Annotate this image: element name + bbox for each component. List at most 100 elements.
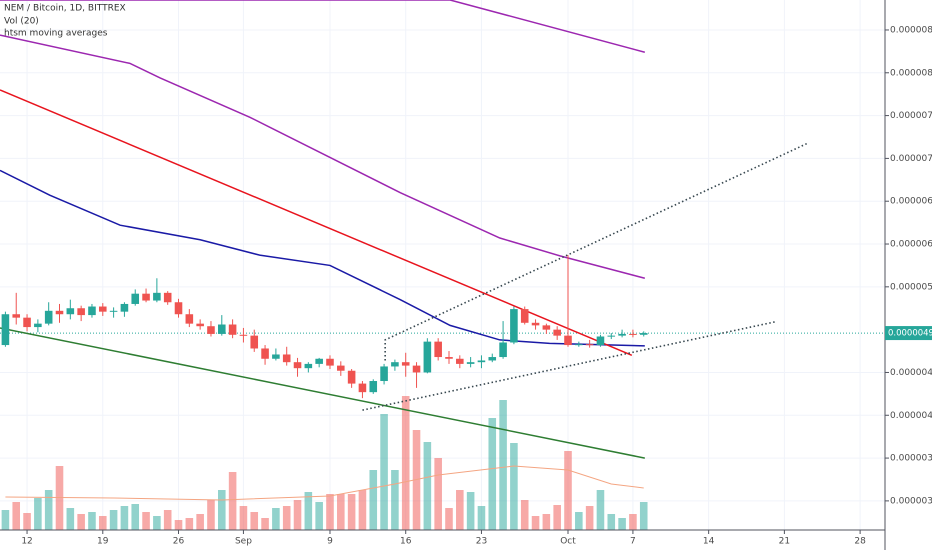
volume-bar (315, 502, 323, 530)
candle-body (174, 302, 183, 315)
y-tick-label: 0.00000350 (890, 454, 932, 464)
volume-bar (401, 396, 410, 530)
x-tick-label: 19 (97, 537, 109, 547)
volume-bar (358, 490, 367, 530)
volume-bar (98, 516, 107, 530)
candle-body (380, 366, 388, 382)
candle-body (337, 365, 345, 371)
volume-bar (261, 518, 269, 530)
y-tick-label: 0.00000700 (890, 154, 932, 164)
volume-bar (282, 506, 291, 530)
candle-body (44, 310, 53, 324)
candle-body (499, 342, 507, 358)
y-tick-label: 0.00000450 (890, 368, 932, 378)
candle-body (261, 348, 269, 359)
candle-body (77, 308, 85, 316)
candle-body (542, 325, 551, 330)
y-tick-label: 0.00000300 (890, 496, 932, 506)
candle-body (196, 323, 204, 327)
volume-bar (607, 514, 616, 530)
volume-bar (434, 458, 442, 530)
volume-bar (109, 510, 118, 530)
volume-bar (369, 470, 378, 530)
volume-bar (153, 516, 161, 530)
y-tick-label: 0.00000600 (890, 240, 932, 250)
volume-bar (618, 518, 626, 530)
volume-bar (88, 512, 96, 530)
volume-bar (196, 514, 204, 530)
candle-body (520, 309, 529, 323)
candle-body (401, 362, 410, 366)
candle-body (34, 323, 42, 328)
volume-bar (488, 418, 497, 530)
candle-body (12, 314, 21, 318)
candle-body (1, 314, 10, 346)
x-tick-label: Sep (235, 537, 252, 547)
indicator-line (0, 0, 646, 53)
volume-bar (142, 512, 150, 530)
volume-bar (510, 443, 518, 530)
candle-body (163, 292, 172, 303)
last-price-tag (885, 326, 932, 341)
volume-bar (66, 508, 75, 530)
x-tick-label: 9 (327, 537, 333, 547)
candle-body (434, 341, 442, 358)
candle-body (629, 333, 637, 335)
candle-body (55, 310, 64, 315)
candle-body (239, 334, 248, 336)
candle-body (456, 358, 464, 364)
y-tick-label: 0.00000850 (890, 25, 932, 35)
candle-body (585, 344, 594, 346)
candle-body (607, 335, 616, 337)
volume-bar (228, 472, 237, 530)
candle-body (185, 314, 194, 324)
candle-body (228, 324, 237, 335)
candle-body (466, 362, 475, 364)
volume-bar (499, 400, 507, 530)
volume-bar (1, 510, 10, 530)
indicator-line (0, 327, 645, 459)
candle-body (304, 363, 313, 369)
candle-body (153, 292, 161, 301)
y-tick-label: 0.00000750 (890, 111, 932, 121)
candles (1, 255, 648, 399)
candle-body (488, 357, 497, 361)
y-tick-label: 0.00000800 (890, 68, 932, 78)
volume-bar (163, 510, 172, 530)
volume-bar (120, 506, 129, 530)
candle-body (618, 333, 626, 336)
candle-body (88, 306, 96, 316)
candle-body (120, 303, 129, 312)
volume-bar (347, 494, 356, 530)
x-tick-label: 14 (703, 537, 715, 547)
candle-body (531, 322, 540, 326)
candle-body (207, 326, 215, 334)
volume-bar (12, 502, 21, 530)
candle-body (23, 317, 31, 328)
indicator-line (384, 142, 809, 361)
candle-body (412, 365, 421, 373)
candle-body (218, 324, 226, 334)
x-tick-label: Oct (560, 537, 576, 547)
candle-body (293, 362, 302, 369)
y-tick-label: 0.00000650 (890, 197, 932, 207)
volume-bar (250, 512, 259, 530)
candle-body (369, 381, 378, 393)
candle-body (326, 358, 334, 366)
volume-bar (174, 520, 183, 530)
candle-body (347, 370, 356, 384)
candle-body (553, 329, 561, 336)
volume-bar (564, 451, 572, 530)
last-price-label: 0.00000496 (888, 329, 932, 339)
candle-body (142, 293, 150, 301)
volume-bar (207, 500, 215, 530)
volume-bar (553, 505, 561, 530)
y-tick-label: 0.00000400 (890, 411, 932, 421)
candle-body (596, 336, 605, 346)
candle-body (564, 335, 572, 346)
volume-pane (1, 396, 648, 530)
candle-body (358, 383, 367, 393)
candle-body (315, 358, 323, 364)
volume-bar (337, 494, 345, 530)
